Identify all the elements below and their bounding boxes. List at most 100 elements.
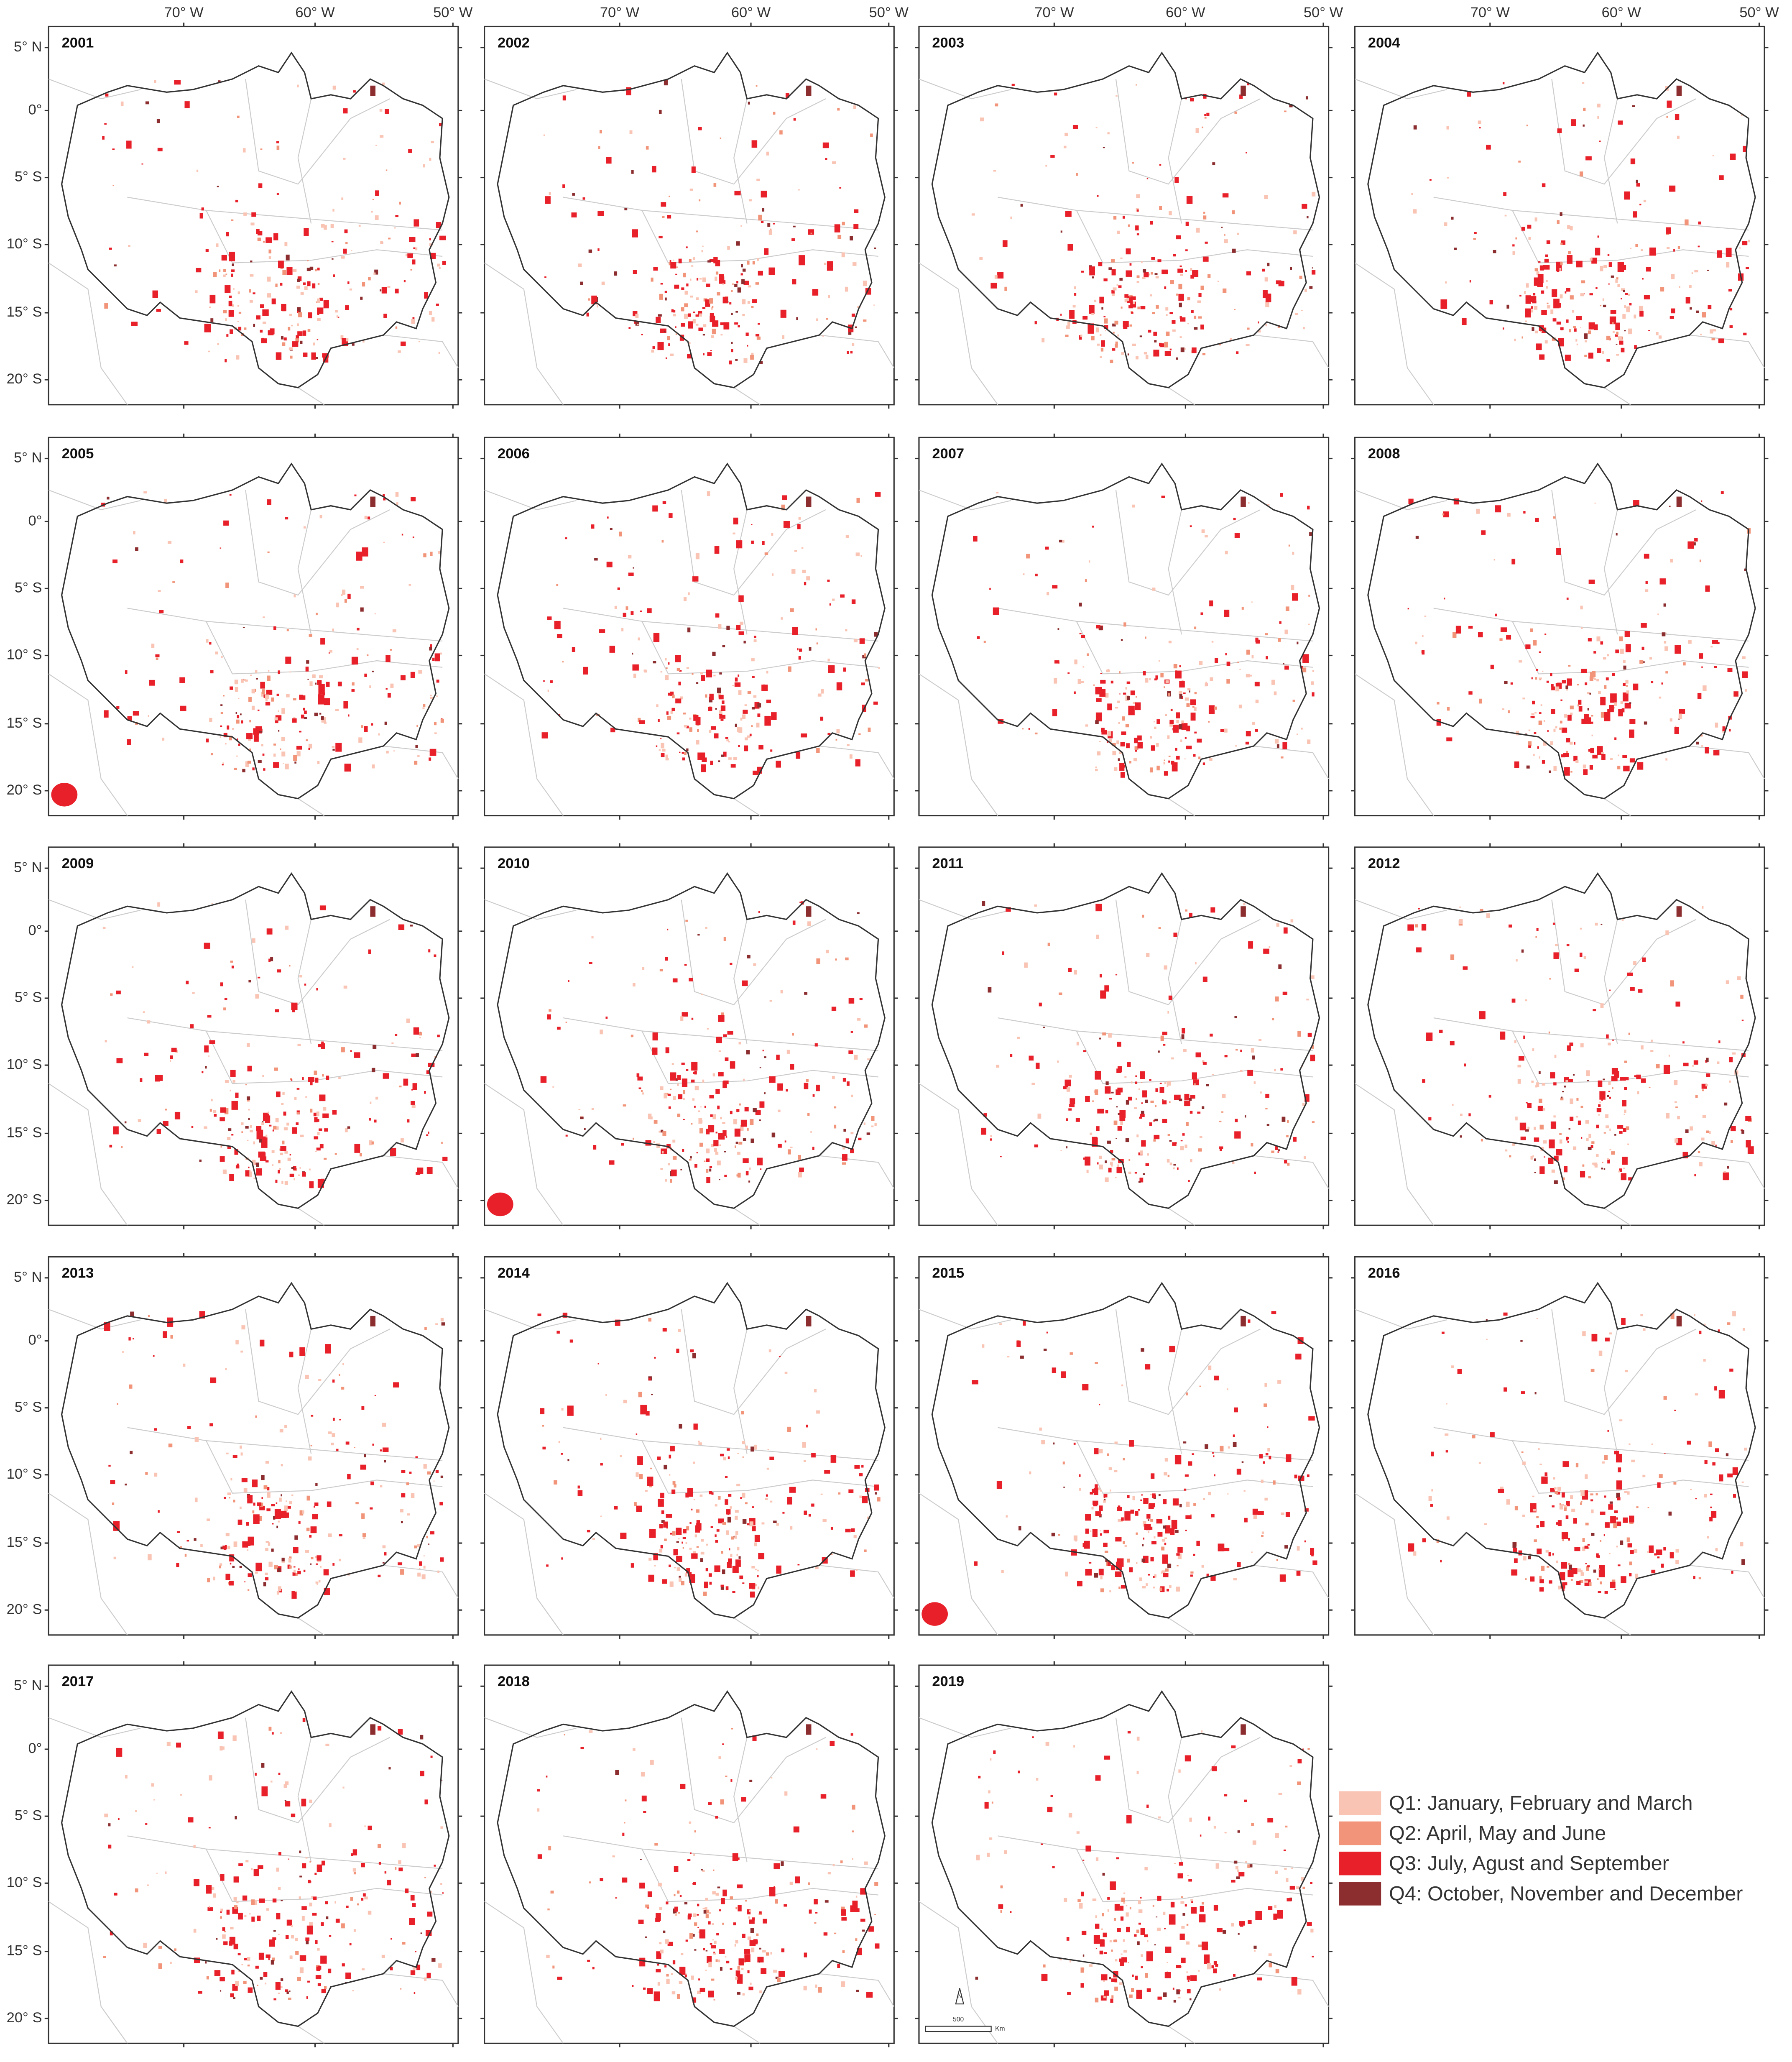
- fire-pixel: [1108, 1168, 1112, 1173]
- fire-pixel: [1534, 306, 1538, 310]
- fire-pixel: [1422, 635, 1424, 637]
- fire-pixel: [1059, 539, 1062, 543]
- fire-pixel: [1627, 1543, 1632, 1548]
- fire-pixel: [651, 277, 653, 282]
- fire-pixel: [221, 1746, 225, 1750]
- fire-pixel: [1726, 1453, 1729, 1456]
- fire-pixel: [1532, 1048, 1534, 1051]
- fire-pixel: [689, 259, 692, 263]
- fire-pixel: [1629, 1573, 1632, 1577]
- fire-pixel: [1514, 338, 1516, 342]
- fire-pixel: [251, 212, 256, 217]
- fire-pixel: [402, 1942, 406, 1945]
- fire-pixel: [1669, 185, 1676, 192]
- fire-pixel: [321, 1989, 326, 1993]
- fire-pixel: [1151, 1473, 1155, 1479]
- fire-pixel: [1570, 713, 1573, 715]
- fire-pixel: [1586, 1070, 1590, 1076]
- fire-pixel: [1152, 588, 1156, 591]
- fire-pixel: [1582, 1331, 1586, 1336]
- fire-pixel: [1123, 324, 1128, 329]
- fire-pixel: [1579, 1580, 1583, 1583]
- fire-pixel: [676, 668, 680, 671]
- fire-pixel: [336, 315, 338, 318]
- fire-pixel: [1161, 1539, 1165, 1542]
- fire-pixel: [240, 1445, 242, 1449]
- fire-pixel: [1534, 1172, 1537, 1173]
- fire-pixel: [229, 1174, 234, 1181]
- fire-pixel: [1584, 355, 1587, 357]
- fire-pixel: [194, 1497, 198, 1502]
- fire-pixel: [255, 994, 259, 999]
- fire-pixel: [714, 1148, 717, 1152]
- fire-pixel: [244, 1915, 247, 1917]
- fire-pixel: [259, 1898, 265, 1903]
- fire-pixel: [1197, 300, 1201, 303]
- fire-pixel: [1079, 633, 1082, 634]
- fire-pixel: [1624, 703, 1631, 709]
- fire-pixel: [1121, 1585, 1126, 1589]
- fire-pixel: [1539, 677, 1542, 680]
- fire-pixel: [1478, 120, 1481, 124]
- fire-pixel: [850, 351, 853, 354]
- map-panel: 2009: [44, 843, 462, 1229]
- fire-pixel: [864, 653, 867, 657]
- fire-pixel: [239, 1566, 243, 1568]
- fire-pixel: [339, 1374, 340, 1376]
- fire-pixel: [209, 1906, 210, 1908]
- fire-pixel: [711, 1492, 714, 1495]
- fire-pixel: [1595, 1154, 1599, 1157]
- fire-pixel: [174, 80, 181, 85]
- fire-pixel: [996, 1065, 1000, 1068]
- fire-pixel: [1018, 1526, 1021, 1531]
- fire-pixel: [284, 1425, 287, 1428]
- fire-pixel: [1184, 1145, 1187, 1148]
- fire-pixel: [990, 283, 997, 289]
- fire-pixel: [718, 1518, 724, 1523]
- fire-pixel: [367, 516, 370, 520]
- fire-pixel: [1530, 628, 1533, 632]
- fire-pixel: [1202, 762, 1205, 765]
- fire-pixel: [1443, 598, 1445, 600]
- fire-pixel: [1219, 1146, 1223, 1149]
- fire-pixel: [1119, 1113, 1126, 1121]
- fire-pixel: [210, 753, 213, 756]
- fire-pixel: [1587, 1544, 1590, 1546]
- fire-pixel: [341, 594, 343, 596]
- fire-pixel: [1641, 646, 1644, 650]
- fire-pixel: [180, 559, 184, 564]
- fire-pixel: [1066, 1087, 1070, 1092]
- fire-pixel: [698, 1441, 700, 1443]
- fire-pixel: [1150, 221, 1153, 225]
- fire-pixel: [413, 247, 416, 249]
- latitude-label: 15° S: [7, 1534, 42, 1550]
- fire-pixel: [156, 1873, 158, 1874]
- fire-pixel: [270, 328, 275, 335]
- fire-pixel: [744, 737, 748, 741]
- fire-pixel: [1092, 525, 1094, 528]
- fire-pixel: [1503, 192, 1507, 196]
- fire-pixel: [1565, 1080, 1568, 1083]
- fire-pixel: [1189, 690, 1190, 693]
- fire-pixel: [747, 691, 751, 694]
- fire-pixel: [686, 667, 689, 669]
- fire-pixel: [856, 498, 860, 503]
- fire-pixel: [331, 1442, 334, 1446]
- fire-pixel: [1111, 290, 1115, 294]
- fire-pixel: [1161, 1571, 1163, 1574]
- fire-pixel: [699, 1494, 703, 1497]
- fire-pixel: [260, 1977, 263, 1980]
- fire-pixel: [1601, 1099, 1603, 1101]
- map-panel: 2006: [480, 433, 898, 820]
- fire-pixel: [1522, 1462, 1526, 1465]
- fire-pixel: [1043, 1349, 1047, 1351]
- fire-pixel: [1089, 305, 1095, 314]
- latitude-label: 15° S: [7, 1943, 42, 1959]
- fire-pixel: [1549, 1580, 1552, 1584]
- fire-pixel: [414, 1992, 416, 1994]
- fire-pixel: [381, 1955, 385, 1958]
- fire-pixel: [682, 757, 685, 761]
- fire-pixel: [1542, 1083, 1546, 1086]
- fire-pixel: [1544, 1472, 1548, 1476]
- fire-pixel: [1675, 1549, 1679, 1553]
